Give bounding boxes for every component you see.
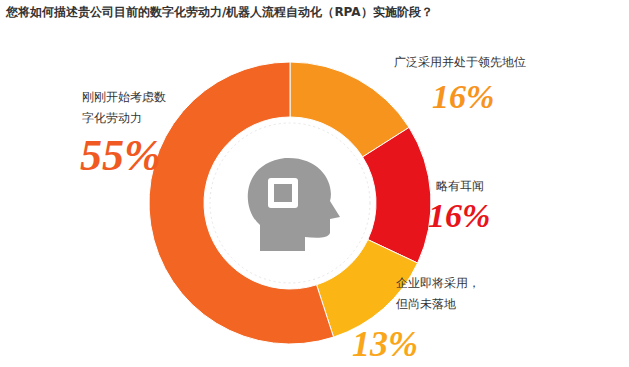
category-label: 刚刚开始考虑数字化劳动力 [82,90,166,125]
category-label-line: 刚刚开始考虑数 [82,90,166,104]
head-icon [248,158,340,251]
category-label-line: 略有耳闻 [436,179,484,193]
category-label: 企业即将采用， 但尚未落地 [396,276,480,311]
category-label: 略有耳闻 [436,179,484,193]
center-disc [205,118,375,288]
slices [149,62,431,344]
value-label: 55% [80,131,161,180]
category-label: 广泛采用并处于领先地位 [394,55,526,69]
category-label-line: 但尚未落地 [396,297,456,311]
chip-core [274,184,292,202]
value-label: 16% [428,197,490,234]
center-icon [205,118,375,288]
category-label-line: 企业即将采用， [396,276,480,290]
center-ring [210,123,370,283]
value-label: 13% [352,324,418,364]
category-label-line: 广泛采用并处于领先地位 [394,55,526,69]
chart: 您将如何描述贵公司目前的数字化劳动力/机器人流程自动化（RPA）实施阶段？ 广泛采… [0,0,629,367]
value-label: 16% [432,78,494,115]
title: 您将如何描述贵公司目前的数字化劳动力/机器人流程自动化（RPA）实施阶段？ [5,5,433,19]
chip-icon [268,178,298,208]
category-label-line: 字化劳动力 [82,111,142,125]
